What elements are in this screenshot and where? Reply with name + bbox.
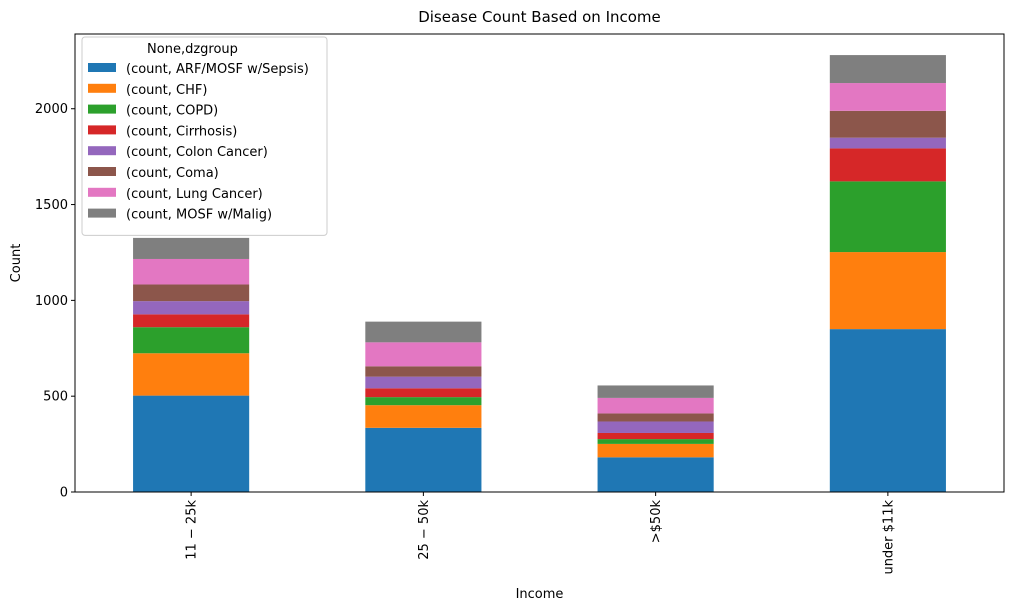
bar-segment (133, 327, 250, 354)
bar-segment (365, 397, 482, 406)
legend-swatch (88, 125, 116, 135)
bar-segment (133, 237, 250, 259)
legend-swatch (88, 167, 116, 176)
legend-swatch (88, 63, 116, 72)
bar-segment (829, 55, 946, 84)
y-tick-label: 500 (43, 390, 68, 405)
bar-segment (365, 388, 482, 398)
legend-box (81, 36, 328, 236)
bar-segment (597, 457, 714, 492)
bar-segment (133, 314, 250, 328)
x-tick-label: 11 − 25k (185, 500, 200, 560)
legend-label: (count, Cirrhosis) (126, 124, 237, 139)
y-tick-label: 0 (60, 486, 68, 501)
x-tick-label: under $11k (881, 500, 896, 575)
legend-label: (count, Colon Cancer) (126, 145, 268, 160)
legend-swatch (88, 83, 116, 93)
bar-segment (365, 321, 482, 343)
bar-segment (597, 432, 714, 440)
bar-segment (365, 376, 482, 389)
bar-segment (829, 148, 946, 182)
bar-segment (365, 405, 482, 428)
legend-title: None,dzgroup (147, 42, 238, 57)
bar-segment (133, 353, 250, 396)
y-axis-label: Count (9, 244, 24, 283)
bar-segment (133, 395, 250, 492)
legend-swatch (88, 187, 116, 197)
bar-segment (133, 284, 250, 302)
legend-label: (count, Lung Cancer) (126, 187, 263, 202)
legend-label: (count, Coma) (126, 166, 219, 181)
bar-segment (829, 137, 946, 149)
legend-label: (count, CHF) (126, 83, 207, 98)
legend-label: (count, COPD) (126, 104, 218, 119)
legend-label: (count, ARF/MOSF w/Sepsis) (126, 62, 309, 77)
bar-segment (597, 413, 714, 422)
bar-segment (597, 385, 714, 398)
y-tick-label: 1000 (35, 294, 68, 309)
y-tick-label: 1500 (35, 198, 68, 213)
legend-label: (count, MOSF w/Malig) (126, 208, 272, 223)
bar-segment (829, 110, 946, 138)
y-axis: 0 500 1000 1500 2000 (35, 102, 75, 501)
bar-segment (365, 342, 482, 367)
bar-segment (597, 421, 714, 433)
legend-swatch (88, 104, 116, 114)
bar-segment (829, 181, 946, 253)
bar-segment (829, 252, 946, 330)
x-axis: 11 − 25k 25 − 50k >$50k under $11k (185, 492, 896, 575)
legend-swatch (88, 146, 116, 156)
bar-segment (829, 329, 946, 492)
bar-segment (597, 397, 714, 414)
plot-frame (74, 33, 1005, 493)
bar-segment (829, 83, 946, 111)
y-tick-label: 2000 (35, 102, 68, 117)
bar-segment (597, 439, 714, 444)
x-tick-label: >$50k (649, 500, 664, 544)
x-tick-label: 25 − 50k (417, 500, 432, 560)
bars-layer (133, 55, 946, 492)
legend-swatch (88, 208, 116, 218)
legend: None,dzgroup (count, ARF/MOSF w/Sepsis)(… (81, 36, 328, 236)
x-axis-label: Income (516, 587, 564, 602)
legend-items: (count, ARF/MOSF w/Sepsis) (count, CHF) (c… (88, 62, 309, 223)
bar-segment (133, 301, 250, 315)
chart-title: Disease Count Based on Income (418, 8, 661, 26)
bar-segment (365, 427, 482, 492)
bar-segment (597, 443, 714, 458)
bar-segment (133, 258, 250, 285)
bar-segment (365, 366, 482, 377)
